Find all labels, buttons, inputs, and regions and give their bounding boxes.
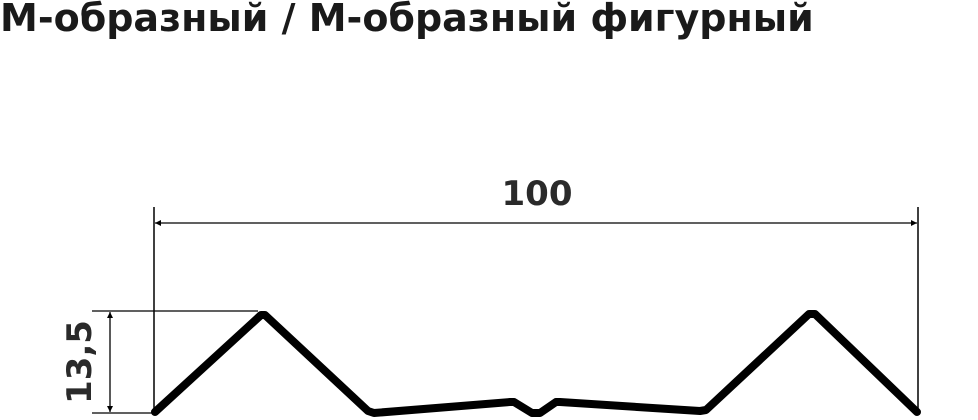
profile-outline [151,310,921,417]
diagram-title: М-образный / М-образный фигурный [0,0,814,40]
height-label: 13,5 [60,320,100,404]
width-label: 100 [502,174,573,214]
